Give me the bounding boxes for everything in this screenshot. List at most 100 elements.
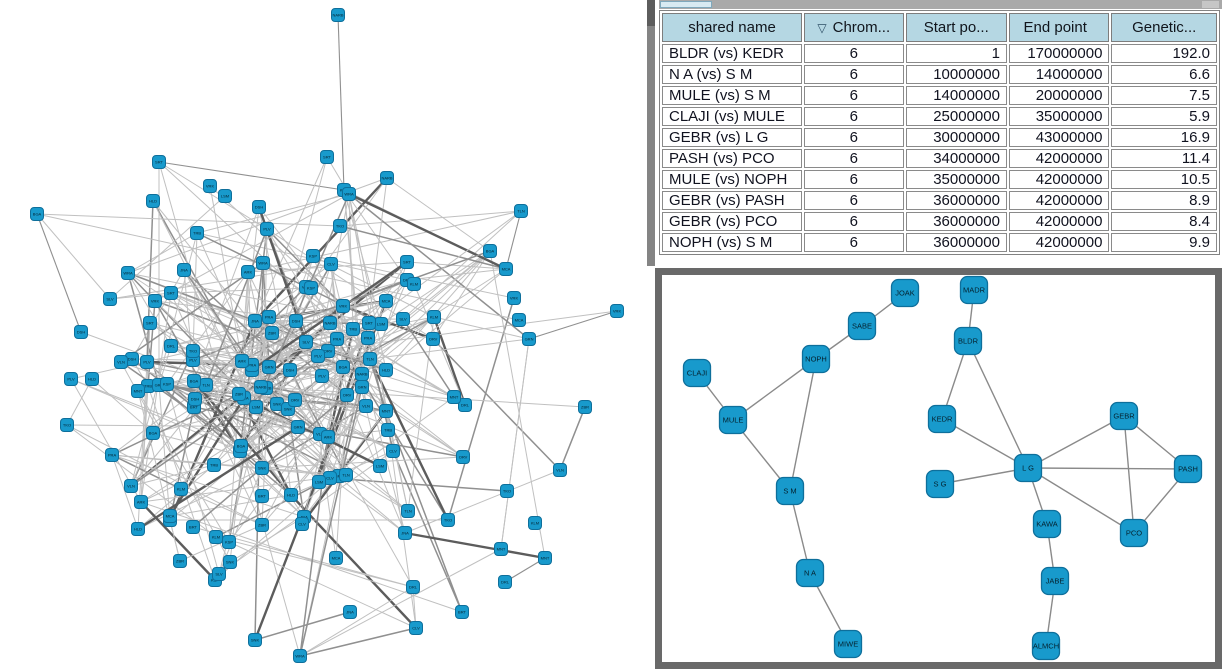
- network-node[interactable]: ARK: [241, 265, 255, 279]
- network-edge[interactable]: [140, 292, 172, 503]
- network-edge[interactable]: [140, 475, 340, 503]
- network-node[interactable]: MNT: [379, 404, 393, 418]
- network-edge[interactable]: [170, 287, 312, 294]
- network-edge[interactable]: [158, 161, 268, 230]
- network-node[interactable]: PLV: [260, 222, 274, 236]
- network-node[interactable]: HLD: [284, 488, 298, 502]
- network-node[interactable]: TKO: [333, 219, 347, 233]
- network-edge[interactable]: [213, 403, 278, 466]
- network-edge[interactable]: [1123, 415, 1135, 534]
- network-edge[interactable]: [168, 397, 246, 517]
- network-node[interactable]: TLN: [363, 352, 377, 366]
- network-node[interactable]: HLD: [131, 522, 145, 536]
- network-node-kedr[interactable]: KEDR: [927, 404, 957, 434]
- network-node[interactable]: LSM: [373, 459, 387, 473]
- network-edge[interactable]: [183, 269, 257, 408]
- table-row[interactable]: N A (vs) S M 6 10000000 14000000 6.6: [662, 65, 1217, 84]
- network-node[interactable]: DRL: [164, 339, 178, 353]
- panel-splitter[interactable]: [647, 0, 655, 266]
- table-row[interactable]: PASH (vs) PCO 6 34000000 42000000 11.4: [662, 149, 1217, 168]
- table-cell[interactable]: 36000000: [905, 233, 1007, 252]
- network-node[interactable]: HLD: [379, 363, 393, 377]
- table-cell[interactable]: 42000000: [1008, 149, 1110, 168]
- table-cell[interactable]: 192.0: [1111, 44, 1217, 63]
- network-node[interactable]: ORV: [426, 332, 440, 346]
- table-cell[interactable]: 10.5: [1111, 170, 1217, 189]
- network-node[interactable]: DSH: [252, 200, 266, 214]
- table-cell[interactable]: 7.5: [1111, 86, 1217, 105]
- network-node[interactable]: PLV: [140, 355, 154, 369]
- network-edge[interactable]: [327, 305, 344, 438]
- network-edge[interactable]: [228, 541, 417, 629]
- network-node[interactable]: PLV: [315, 369, 329, 383]
- network-edge[interactable]: [368, 358, 450, 521]
- network-node[interactable]: BGA: [30, 207, 44, 221]
- network-edge[interactable]: [158, 384, 305, 518]
- table-cell[interactable]: 36000000: [905, 212, 1007, 231]
- network-node[interactable]: MNT: [447, 390, 461, 404]
- table-cell[interactable]: 6.6: [1111, 65, 1217, 84]
- network-edge[interactable]: [392, 450, 463, 613]
- network-node[interactable]: KSP: [306, 249, 320, 263]
- table-cell[interactable]: 42000000: [1008, 212, 1110, 231]
- network-node[interactable]: VRK: [610, 304, 624, 318]
- table-cell[interactable]: BLDR (vs) KEDR: [662, 44, 803, 63]
- network-edge[interactable]: [339, 210, 522, 227]
- network-node[interactable]: VRK: [336, 299, 350, 313]
- network-node[interactable]: ARK: [235, 354, 249, 368]
- column-header-0[interactable]: shared name: [662, 13, 803, 42]
- network-node[interactable]: SRT: [362, 316, 376, 330]
- network-node[interactable]: SNK: [255, 461, 269, 475]
- network-edge[interactable]: [247, 210, 522, 273]
- table-cell[interactable]: N A (vs) S M: [662, 65, 803, 84]
- network-node[interactable]: KLM: [407, 277, 421, 291]
- network-edge[interactable]: [406, 268, 507, 281]
- network-edge[interactable]: [1027, 467, 1135, 534]
- main-network-panel[interactable]: NARBKLMSRTBGATLNVRKDSHPLVGRNMCAHLDTRBSNK…: [0, 0, 647, 669]
- network-edge[interactable]: [327, 350, 387, 371]
- network-edge[interactable]: [192, 394, 348, 528]
- network-node[interactable]: ZBR: [255, 518, 269, 532]
- table-cell[interactable]: 6: [804, 107, 904, 126]
- network-edge[interactable]: [127, 272, 382, 325]
- table-cell[interactable]: GEBR (vs) PCO: [662, 212, 803, 231]
- network-edge[interactable]: [295, 250, 491, 322]
- network-node[interactable]: BGA: [146, 426, 160, 440]
- network-node[interactable]: VLN: [124, 479, 138, 493]
- network-node[interactable]: NARB: [254, 380, 268, 394]
- network-edge[interactable]: [111, 454, 305, 518]
- network-node[interactable]: KSP: [160, 377, 174, 391]
- network-node[interactable]: VRK: [148, 294, 162, 308]
- network-node[interactable]: KLM: [528, 516, 542, 530]
- network-edge[interactable]: [268, 261, 408, 368]
- network-edge[interactable]: [789, 358, 817, 492]
- network-node[interactable]: NARB: [323, 316, 337, 330]
- network-edge[interactable]: [215, 536, 414, 588]
- network-node[interactable]: ORV: [456, 450, 470, 464]
- network-edge[interactable]: [361, 279, 408, 388]
- network-node[interactable]: TLN: [339, 468, 353, 482]
- network-edge[interactable]: [345, 474, 409, 512]
- network-edge[interactable]: [241, 337, 369, 362]
- network-edge[interactable]: [70, 378, 242, 447]
- network-node[interactable]: TKO: [500, 484, 514, 498]
- column-header-2[interactable]: Start po...: [905, 13, 1007, 42]
- network-edge[interactable]: [967, 340, 1029, 469]
- network-node[interactable]: ZBR: [232, 387, 246, 401]
- network-node-s-g[interactable]: S G: [925, 469, 955, 499]
- network-edge[interactable]: [505, 210, 522, 270]
- network-node[interactable]: TKO: [186, 344, 200, 358]
- network-node-noph[interactable]: NOPH: [801, 344, 831, 374]
- network-node[interactable]: PRA: [330, 332, 344, 346]
- network-edge[interactable]: [205, 286, 307, 386]
- network-node[interactable]: TLN: [401, 504, 415, 518]
- network-node[interactable]: GRN: [291, 420, 305, 434]
- network-edge[interactable]: [433, 316, 530, 340]
- network-node[interactable]: VLN: [553, 463, 567, 477]
- network-edge[interactable]: [111, 454, 182, 490]
- network-edge[interactable]: [271, 332, 464, 458]
- network-edge[interactable]: [130, 397, 245, 487]
- network-edge[interactable]: [732, 358, 817, 421]
- table-row[interactable]: MULE (vs) S M 6 14000000 20000000 7.5: [662, 86, 1217, 105]
- network-node-joak[interactable]: JOAK: [890, 278, 920, 308]
